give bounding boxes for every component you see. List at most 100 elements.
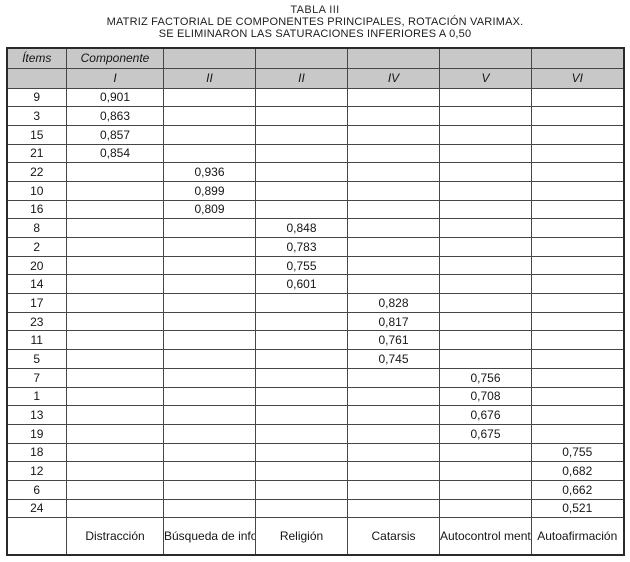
component-number-cell: II bbox=[163, 67, 256, 89]
factor-name-cell: Catarsis bbox=[347, 517, 440, 556]
table-row: 6 0,662 bbox=[6, 479, 624, 500]
table-row: 14 0,601 bbox=[6, 274, 624, 295]
empty-cell bbox=[255, 423, 348, 444]
empty-cell bbox=[439, 330, 532, 351]
empty-cell bbox=[66, 349, 164, 369]
table-row: 10 0,899 bbox=[6, 180, 624, 201]
empty-cell bbox=[255, 498, 348, 519]
empty-cell bbox=[439, 274, 532, 295]
empty-cell bbox=[255, 479, 348, 500]
empty-cell bbox=[163, 255, 256, 276]
empty-cell bbox=[347, 461, 440, 481]
empty-cell bbox=[347, 87, 440, 108]
table-row: 7 0,756 bbox=[6, 367, 624, 388]
factor-name-cell: Autoafirmación bbox=[531, 517, 624, 556]
table-row: 19 0,675 bbox=[6, 423, 624, 444]
empty-cell bbox=[347, 498, 440, 519]
factor-name-cell: Distracción bbox=[66, 517, 164, 556]
empty-cell bbox=[163, 293, 256, 313]
empty-cell bbox=[163, 349, 256, 369]
table-title-line2: SE ELIMINARON LAS SATURACIONES INFERIORE… bbox=[158, 28, 472, 40]
component-number-cell: VI bbox=[531, 67, 624, 89]
empty-cell bbox=[163, 479, 256, 500]
item-number-cell: 10 bbox=[6, 180, 67, 201]
empty-cell bbox=[66, 311, 164, 332]
empty-cell bbox=[66, 330, 164, 351]
table-header: Ítems Componente I II II IV V VI bbox=[6, 47, 624, 89]
empty-cell bbox=[255, 330, 348, 351]
empty-header-cell bbox=[347, 47, 440, 69]
item-number-cell: 22 bbox=[6, 162, 67, 182]
empty-cell bbox=[531, 106, 624, 126]
empty-cell bbox=[66, 162, 164, 182]
header-row-labels: Ítems Componente bbox=[6, 47, 624, 69]
empty-cell bbox=[347, 405, 440, 425]
loading-value-cell: 0,854 bbox=[66, 143, 164, 164]
empty-cell bbox=[347, 274, 440, 295]
empty-cell bbox=[347, 143, 440, 164]
empty-cell bbox=[255, 180, 348, 201]
empty-cell bbox=[163, 405, 256, 425]
loading-value-cell: 0,756 bbox=[439, 367, 532, 388]
empty-cell bbox=[347, 162, 440, 182]
empty-cell bbox=[255, 442, 348, 463]
empty-cell bbox=[347, 367, 440, 388]
table-row: 2 0,783 bbox=[6, 237, 624, 257]
item-number-cell: 11 bbox=[6, 330, 67, 351]
empty-cell bbox=[531, 199, 624, 220]
empty-cell bbox=[255, 461, 348, 481]
loading-value-cell: 0,521 bbox=[531, 498, 624, 519]
empty-cell bbox=[255, 199, 348, 220]
table-row: 15 0,857 bbox=[6, 124, 624, 145]
item-number-cell: 15 bbox=[6, 124, 67, 145]
empty-cell bbox=[163, 274, 256, 295]
loading-value-cell: 0,755 bbox=[255, 255, 348, 276]
table-row: 8 0,848 bbox=[6, 218, 624, 238]
empty-cell bbox=[439, 180, 532, 201]
table-row: 5 0,745 bbox=[6, 349, 624, 369]
empty-cell bbox=[531, 349, 624, 369]
item-number-cell: 17 bbox=[6, 293, 67, 313]
empty-cell bbox=[347, 218, 440, 238]
table-caption: TABLA III bbox=[290, 4, 340, 16]
empty-cell bbox=[531, 405, 624, 425]
table-row: 22 0,936 bbox=[6, 162, 624, 182]
item-number-cell: 19 bbox=[6, 423, 67, 444]
item-number-cell: 5 bbox=[6, 349, 67, 369]
item-number-cell: 12 bbox=[6, 461, 67, 481]
table-body: 9 0,901 3 0,863 15 0,857 21 0,854 22 0,936 10 0,899… bbox=[6, 87, 624, 519]
loading-value-cell: 0,662 bbox=[531, 479, 624, 500]
empty-cell bbox=[66, 405, 164, 425]
item-number-cell: 8 bbox=[6, 218, 67, 238]
item-number-cell: 18 bbox=[6, 442, 67, 463]
table-row: 11 0,761 bbox=[6, 330, 624, 351]
empty-cell bbox=[439, 442, 532, 463]
empty-cell bbox=[347, 237, 440, 257]
empty-cell bbox=[347, 386, 440, 407]
empty-header-cell bbox=[531, 47, 624, 69]
loading-value-cell: 0,601 bbox=[255, 274, 348, 295]
loading-value-cell: 0,708 bbox=[439, 386, 532, 407]
items-header-cell: Ítems bbox=[6, 47, 67, 69]
loading-value-cell: 0,901 bbox=[66, 87, 164, 108]
empty-cell bbox=[66, 274, 164, 295]
empty-cell bbox=[439, 199, 532, 220]
empty-cell bbox=[531, 255, 624, 276]
table-row: 3 0,863 bbox=[6, 106, 624, 126]
loading-value-cell: 0,848 bbox=[255, 218, 348, 238]
empty-cell bbox=[163, 311, 256, 332]
loading-value-cell: 0,745 bbox=[347, 349, 440, 369]
empty-cell bbox=[347, 255, 440, 276]
empty-cell bbox=[255, 143, 348, 164]
empty-cell bbox=[439, 293, 532, 313]
empty-cell bbox=[163, 498, 256, 519]
item-number-cell: 6 bbox=[6, 479, 67, 500]
empty-cell bbox=[255, 106, 348, 126]
empty-cell bbox=[531, 124, 624, 145]
empty-cell bbox=[531, 162, 624, 182]
empty-cell bbox=[66, 293, 164, 313]
empty-cell bbox=[66, 479, 164, 500]
item-number-cell: 2 bbox=[6, 237, 67, 257]
empty-cell bbox=[439, 479, 532, 500]
empty-cell bbox=[163, 461, 256, 481]
